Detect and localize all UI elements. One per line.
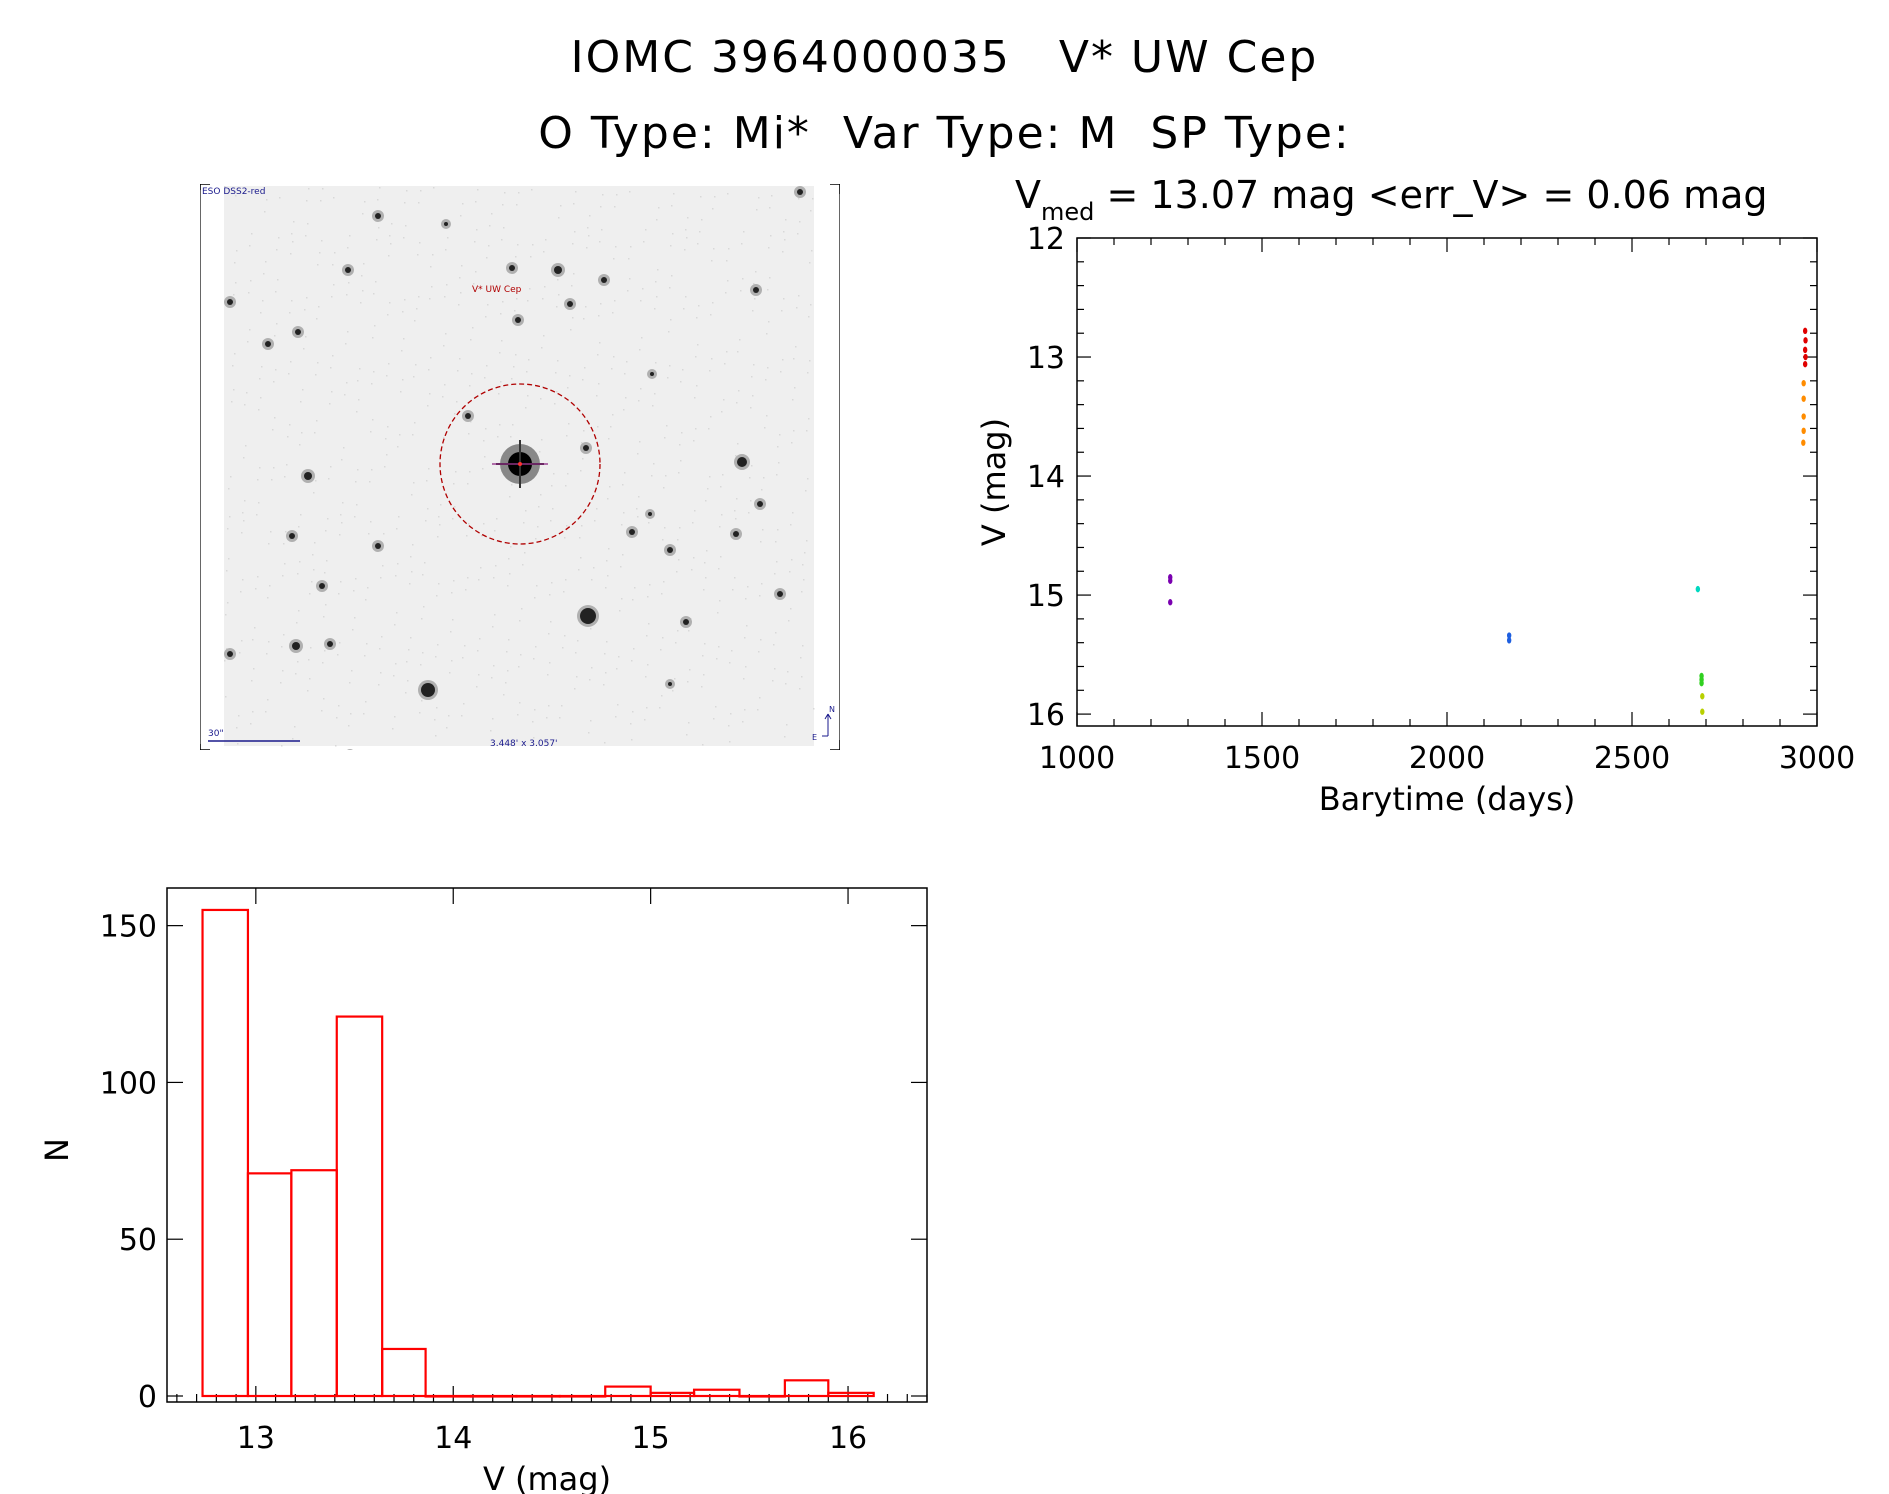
compass-n-label: N xyxy=(829,705,835,714)
lc-x-tick-label: 1500 xyxy=(1224,741,1300,776)
hist-bar xyxy=(558,1394,607,1398)
light-curve-chart: Vmed = 13.07 mag <err_V> = 0.06 mag 1000… xyxy=(975,173,1855,818)
target-marker xyxy=(518,462,522,466)
star-field xyxy=(224,186,815,750)
lc-x-tick-label: 2000 xyxy=(1409,741,1485,776)
lc-plot-frame xyxy=(1076,237,1818,727)
lc-data-point xyxy=(1695,585,1701,593)
target-circle xyxy=(439,383,601,545)
hist-y-tick-label: 150 xyxy=(100,910,157,945)
hist-x-tick-label: 13 xyxy=(237,1421,275,1456)
scale-label: 30" xyxy=(208,729,224,739)
lc-data-point xyxy=(1803,337,1808,344)
hist-x-axis-label: V (mag) xyxy=(483,1460,611,1494)
lc-data-point xyxy=(1802,360,1808,368)
chart-title-identifier: IOMC 3964000035 V* UW Cep xyxy=(570,32,1319,83)
lc-data-point xyxy=(1803,353,1808,361)
lc-data-point xyxy=(1802,346,1808,354)
hist-bar xyxy=(381,1347,427,1398)
hist-bar xyxy=(469,1394,518,1398)
lc-data-point xyxy=(1801,380,1806,387)
hist-bar xyxy=(515,1394,561,1398)
hist-x-tick-label: 14 xyxy=(434,1421,472,1456)
hist-bar xyxy=(827,1391,875,1398)
lc-axis-ticks: 1000 1500 2000 2500 3000 12 13 14 15 16 xyxy=(1027,222,1855,776)
lc-data-point xyxy=(1168,577,1173,584)
hist-bar xyxy=(649,1391,696,1398)
hist-y-tick-label: 0 xyxy=(138,1380,157,1415)
hist-bar xyxy=(783,1379,830,1398)
lc-data-point xyxy=(1700,708,1705,715)
hist-x-tick-label: 15 xyxy=(632,1421,670,1456)
lc-x-tick-label: 2500 xyxy=(1594,741,1670,776)
lc-data-point xyxy=(1801,413,1806,420)
sky-thumbnail: ESO DSS2-red V* UW Cep 30" 3.448' x 3.05… xyxy=(200,184,840,750)
hist-x-tick-label: 16 xyxy=(829,1421,867,1456)
hist-bar xyxy=(335,1015,384,1398)
lc-data-point xyxy=(1506,637,1512,644)
hist-bar xyxy=(604,1385,652,1398)
hist-y-tick-label: 50 xyxy=(119,1223,157,1258)
hist-y-axis-label: N xyxy=(40,1138,76,1162)
lc-data-point xyxy=(1801,439,1806,446)
hist-y-tick-label: 100 xyxy=(100,1066,157,1101)
hist-bar xyxy=(738,1394,786,1398)
lc-data-point xyxy=(1168,599,1173,606)
histogram-chart: 13 14 15 16 0 50 100 150 V (mag) N xyxy=(40,887,928,1494)
lc-x-axis-label: Barytime (days) xyxy=(1319,780,1576,818)
lc-title: Vmed = 13.07 mag <err_V> = 0.06 mag xyxy=(1015,173,1768,226)
lc-data-point xyxy=(1699,679,1704,687)
lc-y-tick-label: 16 xyxy=(1027,698,1065,733)
hist-bar xyxy=(246,1172,293,1398)
survey-label: ESO DSS2-red xyxy=(202,187,265,197)
fov-label: 3.448' x 3.057' xyxy=(490,739,558,749)
lc-data-point xyxy=(1801,427,1806,435)
lc-data-point xyxy=(1801,395,1806,402)
compass-arrows xyxy=(822,713,832,737)
lc-y-tick-label: 12 xyxy=(1027,222,1065,257)
lc-x-tick-label: 1000 xyxy=(1039,741,1115,776)
hist-bar xyxy=(201,908,250,1398)
lc-data-point xyxy=(1506,632,1512,639)
lc-y-axis-label: V (mag) xyxy=(975,418,1013,546)
hist-plot-frame xyxy=(166,887,928,1403)
chart-title-types: O Type: Mi* Var Type: M SP Type: xyxy=(538,108,1351,159)
compass-e-label: E xyxy=(812,733,817,742)
hist-axis-ticks: 13 14 15 16 0 50 100 150 xyxy=(100,888,928,1456)
target-label: V* UW Cep xyxy=(472,285,522,295)
lc-data-points xyxy=(1168,327,1808,715)
lc-y-tick-label: 13 xyxy=(1027,341,1065,376)
lc-y-tick-label: 15 xyxy=(1027,579,1065,614)
hist-bar xyxy=(692,1388,741,1398)
hist-bar xyxy=(290,1169,338,1398)
lc-x-tick-label: 3000 xyxy=(1779,741,1855,776)
lc-y-tick-label: 14 xyxy=(1027,460,1065,495)
lc-data-point xyxy=(1802,327,1808,335)
lc-data-point xyxy=(1700,693,1705,700)
hist-bar xyxy=(424,1394,473,1398)
hist-bars xyxy=(201,908,875,1398)
